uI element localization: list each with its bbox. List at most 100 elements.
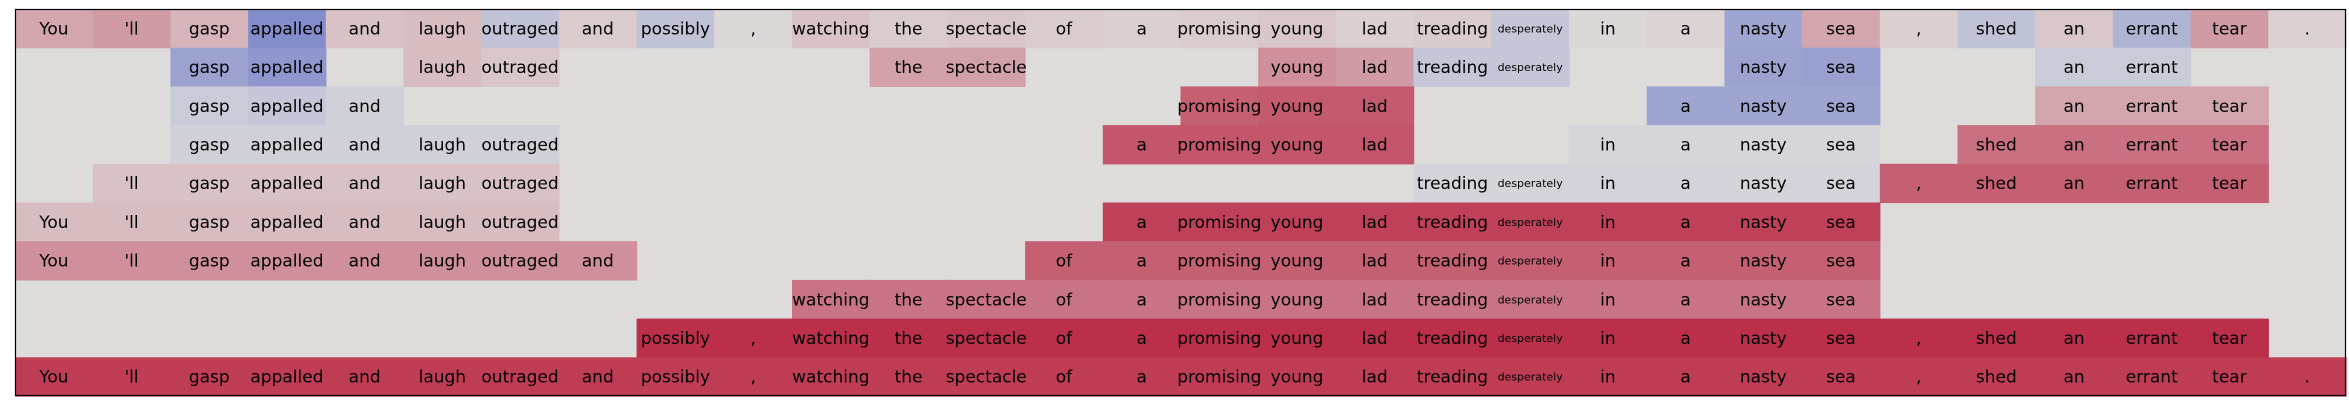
heatmap-cell [2190, 125, 2269, 165]
token-label: a [1680, 252, 1690, 272]
token-label: sea [1826, 252, 1856, 272]
token-label: gasp [189, 58, 230, 78]
token-label: in [1600, 213, 1616, 233]
token-label: and [582, 252, 614, 272]
heatmap-cell [1491, 279, 1570, 320]
token-label: sea [1826, 174, 1856, 194]
token-label: gasp [189, 97, 230, 117]
token-label: nasty [1740, 58, 1787, 78]
heatmap-cell [1102, 279, 1182, 320]
token-label: You [38, 213, 68, 233]
token-label: , [1916, 174, 1921, 194]
heatmap-cell [1180, 357, 1259, 397]
token-label: appalled [250, 252, 323, 272]
token-label: outraged [481, 213, 558, 233]
token-label: outraged [481, 19, 558, 39]
token-label: errant [2126, 97, 2178, 117]
heatmap-cell [248, 47, 327, 87]
heatmap-cell [1957, 163, 2036, 204]
heatmap-cell [1879, 163, 1959, 204]
heatmap-cell [1724, 86, 1803, 126]
token-label: a [1136, 252, 1146, 272]
token-label: nasty [1740, 19, 1787, 39]
heatmap-cell [1102, 318, 1182, 358]
token-label: promising [1177, 19, 1261, 39]
heatmap-cell [1102, 202, 1182, 242]
heatmap-cell [15, 202, 94, 242]
heatmap-cell [1258, 202, 1337, 242]
heatmap-cell [1180, 9, 1259, 49]
token-label: appalled [250, 213, 323, 233]
token-label: possibly [641, 368, 710, 388]
heatmap-cell [325, 241, 405, 281]
heatmap-cell [1491, 202, 1570, 242]
heatmap-cell [1957, 318, 2036, 358]
heatmap-cell [248, 163, 327, 204]
token-label: laugh [419, 19, 466, 39]
heatmap-cell [869, 47, 948, 87]
heatmap-cell [481, 47, 560, 87]
heatmap-cell [558, 241, 638, 281]
token-label: a [1680, 174, 1690, 194]
token-label: lad [1362, 19, 1388, 39]
heatmap-cell [325, 163, 405, 204]
token-label: a [1136, 290, 1146, 310]
token-label: desperately [1498, 61, 1564, 74]
heatmap-cell [947, 47, 1026, 87]
heatmap-cell [1413, 202, 1492, 242]
heatmap-cell [1646, 241, 1725, 281]
heatmap-cell [1180, 318, 1259, 358]
token-label: promising [1177, 135, 1261, 155]
token-label: of [1056, 329, 1073, 349]
token-label: . [2304, 19, 2309, 39]
token-label: a [1680, 329, 1690, 349]
token-label: shed [1976, 135, 2017, 155]
token-label: appalled [250, 174, 323, 194]
token-label: shed [1976, 19, 2017, 39]
heatmap-token-labels: You 'll gasp appalled and laugh outraged and pos… [38, 19, 2310, 387]
heatmap-cell [1569, 318, 1648, 358]
heatmap-cell [403, 357, 482, 397]
heatmap-cell [15, 357, 94, 397]
token-label: possibly [641, 329, 710, 349]
token-label: tear [2212, 174, 2247, 194]
token-label: an [2063, 58, 2084, 78]
heatmap-cell [92, 357, 171, 397]
token-label: nasty [1740, 329, 1787, 349]
heatmap-cell [1724, 163, 1803, 204]
heatmap-cell [1646, 86, 1725, 126]
token-label: a [1136, 213, 1146, 233]
heatmap-cell [1180, 202, 1259, 242]
heatmap-cell [1335, 241, 1415, 281]
token-label: sea [1826, 135, 1856, 155]
token-label: 'll [124, 213, 138, 233]
heatmap-cell [2112, 318, 2192, 358]
token-label: an [2063, 329, 2084, 349]
token-label: a [1136, 329, 1146, 349]
heatmap-cell [481, 163, 560, 204]
token-label: sea [1826, 19, 1856, 39]
heatmap-cell [248, 202, 327, 242]
heatmap-cell [2035, 125, 2114, 165]
token-label: 'll [124, 252, 138, 272]
token-label: and [349, 19, 381, 39]
token-label: spectacle [946, 58, 1027, 78]
heatmap-cell [481, 125, 560, 165]
token-label: and [349, 97, 381, 117]
heatmap-cell [1957, 357, 2036, 397]
token-label: and [582, 368, 614, 388]
heatmap-cell [2112, 9, 2192, 49]
heatmap-cell [1025, 241, 1104, 281]
heatmap-cell [1957, 125, 2036, 165]
token-label: gasp [189, 19, 230, 39]
heatmap-frame [14, 8, 2347, 397]
heatmap-cell [481, 241, 560, 281]
token-label: gasp [189, 213, 230, 233]
heatmap-cell [1335, 9, 1415, 49]
token-label: promising [1177, 290, 1261, 310]
heatmap-cell [1413, 318, 1492, 358]
heatmap-cell [1569, 202, 1648, 242]
token-label: nasty [1740, 174, 1787, 194]
heatmap-cell [1646, 279, 1725, 320]
token-label: a [1680, 213, 1690, 233]
